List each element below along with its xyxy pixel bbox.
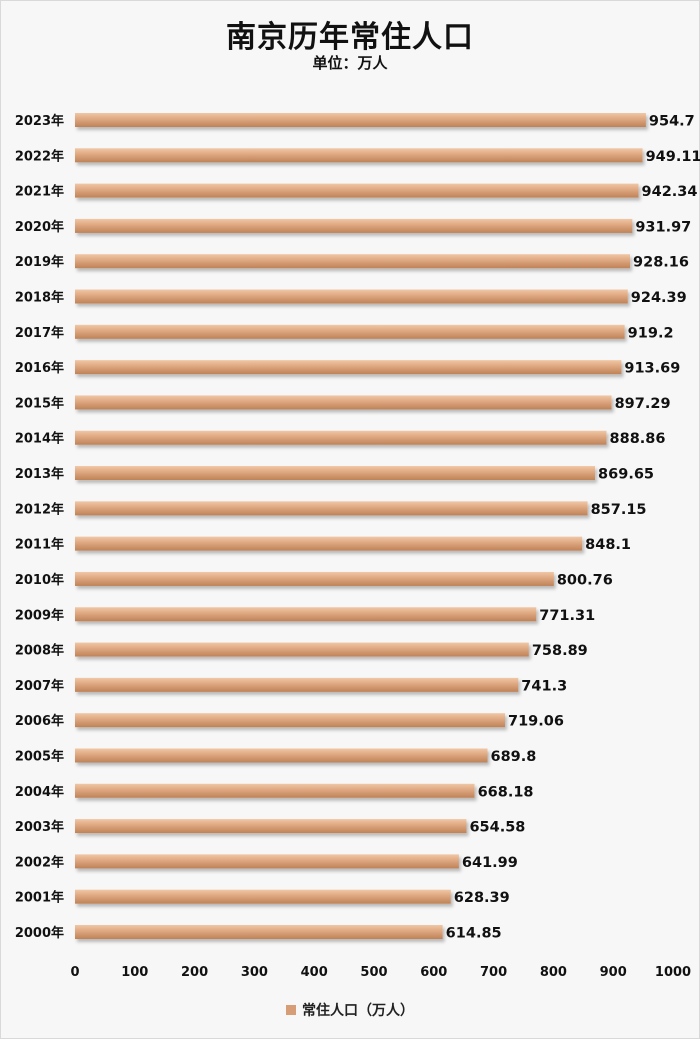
- x-tick-label: 300: [241, 965, 268, 980]
- value-label: 668.18: [478, 784, 534, 800]
- value-label: 848.1: [585, 537, 631, 553]
- legend-swatch: [286, 1005, 296, 1015]
- x-tick-label: 400: [301, 965, 328, 980]
- bar: [75, 501, 588, 516]
- value-label: 758.89: [532, 643, 588, 659]
- category-label: 2002年: [15, 854, 64, 870]
- category-label: 2000年: [15, 925, 64, 941]
- x-tick-label: 200: [181, 965, 208, 980]
- bar: [75, 113, 646, 127]
- value-label: 689.8: [491, 749, 537, 765]
- value-label: 924.39: [631, 290, 687, 306]
- bar: [75, 819, 467, 834]
- bar: [75, 360, 622, 375]
- chart-subtitle: 单位：万人: [312, 54, 388, 72]
- category-label: 2013年: [15, 466, 64, 482]
- category-label: 2005年: [15, 748, 64, 764]
- category-label: 2018年: [15, 290, 64, 306]
- bar: [75, 254, 631, 269]
- category-label: 2016年: [15, 360, 64, 376]
- bar: [75, 289, 628, 304]
- x-tick-label: 500: [360, 965, 387, 980]
- value-label: 869.65: [598, 467, 654, 483]
- category-label: 2011年: [15, 537, 64, 553]
- value-label: 931.97: [635, 219, 691, 235]
- value-label: 654.58: [469, 820, 525, 836]
- bar: [75, 925, 443, 939]
- category-label: 2004年: [15, 784, 64, 800]
- category-label: 2015年: [15, 395, 64, 411]
- bar: [75, 324, 625, 339]
- x-tick-label: 100: [121, 965, 148, 980]
- value-label: 888.86: [610, 431, 666, 447]
- value-label: 741.3: [521, 678, 567, 694]
- bar: [75, 748, 488, 763]
- bar: [75, 183, 639, 198]
- category-label: 2003年: [15, 819, 64, 835]
- bar: [75, 854, 459, 869]
- bar: [75, 677, 519, 692]
- category-label: 2019年: [15, 254, 64, 270]
- value-label: 954.7: [649, 114, 695, 130]
- legend: 常住人口（万人）: [0, 1000, 700, 1020]
- value-label: 771.31: [539, 608, 595, 624]
- bar: [75, 218, 633, 233]
- category-labels-layer: 2023年 2022年 2021年 2020年 2019年 2018年 2017年 2016年…: [15, 113, 64, 941]
- category-label: 2021年: [15, 184, 64, 200]
- category-label: 2008年: [15, 643, 64, 659]
- category-label: 2010年: [15, 572, 64, 588]
- x-tick-label: 600: [420, 965, 447, 980]
- bar: [75, 571, 554, 586]
- category-label: 2022年: [15, 148, 64, 164]
- category-label: 2001年: [15, 890, 64, 906]
- category-label: 2009年: [15, 607, 64, 623]
- value-labels-layer: 954.7 949.11 942.34 931.97 928.16 924.39 919.2…: [446, 114, 700, 942]
- bar: [75, 642, 529, 657]
- bar: [75, 430, 607, 445]
- category-label: 2007年: [15, 678, 64, 694]
- x-axis-ticks-layer: 0 100 200 300 400 500 600 700 800 900 1000: [70, 965, 691, 980]
- value-label: 719.06: [508, 714, 564, 730]
- x-tick-label: 700: [480, 965, 507, 980]
- value-label: 949.11: [646, 149, 700, 165]
- value-label: 897.29: [615, 396, 671, 412]
- value-label: 800.76: [557, 572, 613, 588]
- category-label: 2023年: [15, 113, 64, 129]
- bars-layer: [75, 113, 646, 939]
- x-tick-label: 900: [600, 965, 627, 980]
- value-label: 919.2: [628, 325, 674, 341]
- chart-title: 南京历年常住人口: [226, 20, 474, 55]
- category-label: 2017年: [15, 325, 64, 341]
- value-label: 641.99: [462, 855, 518, 871]
- category-label: 2006年: [15, 713, 64, 729]
- value-label: 913.69: [624, 361, 680, 377]
- x-tick-label: 1000: [655, 965, 691, 980]
- bar: [75, 889, 451, 904]
- x-tick-label: 800: [540, 965, 567, 980]
- legend-label: 常住人口（万人）: [302, 1003, 414, 1019]
- bar: [75, 466, 596, 481]
- value-label: 614.85: [446, 926, 502, 942]
- bar: [75, 783, 475, 798]
- value-label: 928.16: [633, 255, 689, 271]
- bar: [75, 607, 537, 622]
- bar: [75, 713, 505, 728]
- x-tick-label: 0: [70, 965, 79, 980]
- value-label: 942.34: [642, 184, 698, 200]
- bar: [75, 536, 583, 551]
- value-label: 857.15: [591, 502, 647, 518]
- category-label: 2020年: [15, 219, 64, 235]
- category-label: 2012年: [15, 501, 64, 517]
- bar: [75, 148, 643, 163]
- value-label: 628.39: [454, 890, 510, 906]
- category-label: 2014年: [15, 431, 64, 447]
- bar: [75, 395, 612, 410]
